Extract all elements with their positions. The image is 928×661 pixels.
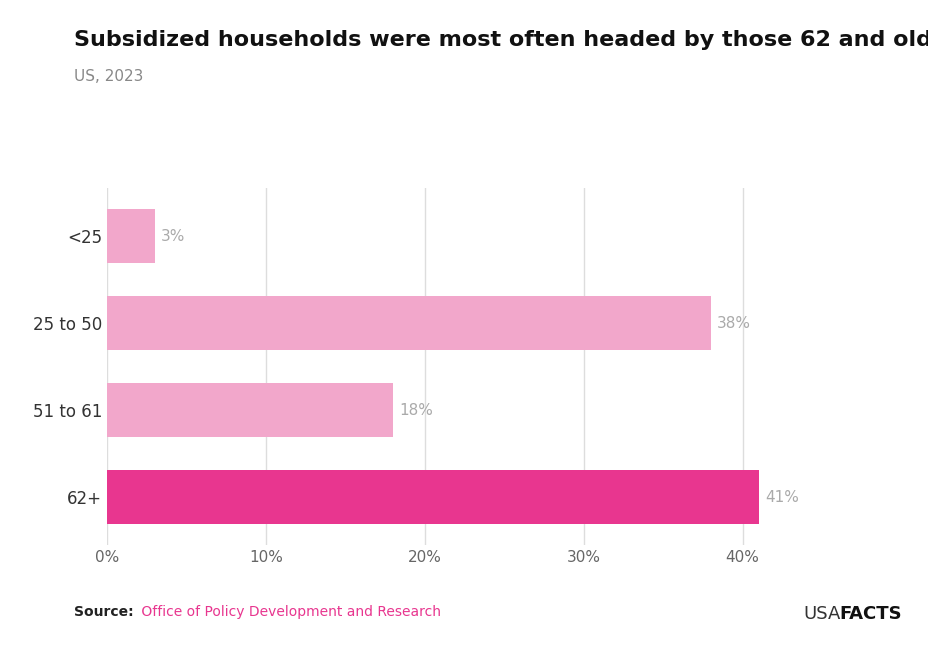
- Text: Subsidized households were most often headed by those 62 and older.: Subsidized households were most often he…: [74, 30, 928, 50]
- Bar: [107, 210, 154, 263]
- Text: 41%: 41%: [764, 490, 798, 505]
- Text: FACTS: FACTS: [838, 605, 900, 623]
- Text: 18%: 18%: [399, 403, 432, 418]
- Text: US, 2023: US, 2023: [74, 69, 144, 85]
- Bar: [107, 296, 710, 350]
- Text: Office of Policy Development and Research: Office of Policy Development and Researc…: [137, 605, 441, 619]
- Bar: [107, 383, 393, 438]
- Text: USA: USA: [803, 605, 840, 623]
- Text: Source:: Source:: [74, 605, 134, 619]
- Text: 3%: 3%: [161, 229, 185, 244]
- Text: 38%: 38%: [716, 316, 751, 330]
- Bar: [107, 471, 758, 524]
